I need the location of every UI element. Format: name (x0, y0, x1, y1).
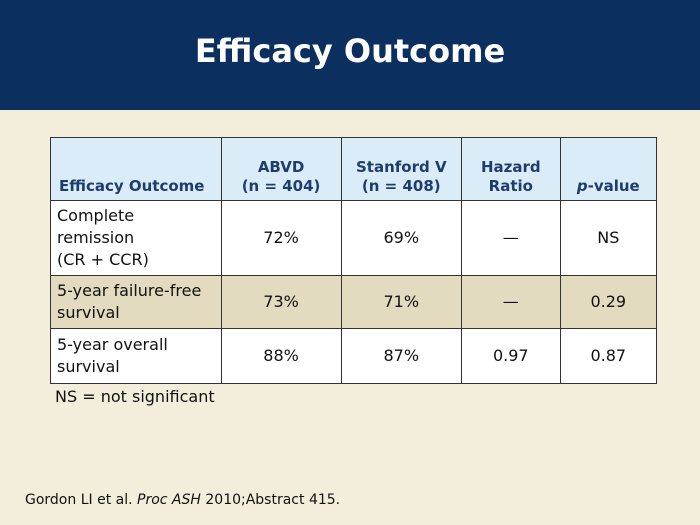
table-row: Complete remission (CR + CCR) 72% 69% — NS (50, 200, 658, 276)
citation-details: 2010;Abstract 415. (205, 492, 341, 508)
citation: Gordon LI et al. Proc ASH 2010;Abstract … (25, 492, 340, 508)
header-abvd: ABVD (n = 404) (220, 137, 342, 201)
cell-p-value: NS (559, 200, 658, 276)
cell-p-value: 0.87 (559, 328, 658, 384)
cell-p-value: 0.29 (559, 275, 658, 329)
cell-stanford: 87% (340, 328, 463, 384)
cell-hazard-ratio: — (461, 200, 561, 276)
header-p-value: p-value (559, 137, 658, 201)
cell-abvd: 88% (220, 328, 342, 384)
table-row: 5-year overall survival 88% 87% 0.97 0.87 (50, 328, 658, 384)
table-row: 5-year failure-free survival 73% 71% — 0.… (50, 275, 658, 329)
cell-abvd: 73% (220, 275, 342, 329)
title-bar: Efficacy Outcome (0, 0, 700, 110)
header-stanford-v: Stanford V (n = 408) (340, 137, 463, 201)
cell-hazard-ratio: 0.97 (461, 328, 561, 384)
cell-stanford: 69% (340, 200, 463, 276)
citation-authors: Gordon LI et al. (25, 492, 133, 508)
row-label: 5-year failure-free survival (50, 275, 222, 329)
header-efficacy-outcome: Efficacy Outcome (50, 137, 222, 201)
row-label: 5-year overall survival (50, 328, 222, 384)
citation-journal: Proc ASH (137, 492, 201, 508)
cell-stanford: 71% (340, 275, 463, 329)
table-header-row: Efficacy Outcome ABVD (n = 404) Stanford … (50, 137, 658, 201)
cell-hazard-ratio: — (461, 275, 561, 329)
cell-abvd: 72% (220, 200, 342, 276)
slide-title: Efficacy Outcome (194, 32, 506, 70)
efficacy-table: Efficacy Outcome ABVD (n = 404) Stanford … (50, 137, 658, 384)
footnote: NS = not significant (55, 387, 215, 406)
row-label: Complete remission (CR + CCR) (50, 200, 222, 276)
header-hazard-ratio: Hazard Ratio (461, 137, 561, 201)
